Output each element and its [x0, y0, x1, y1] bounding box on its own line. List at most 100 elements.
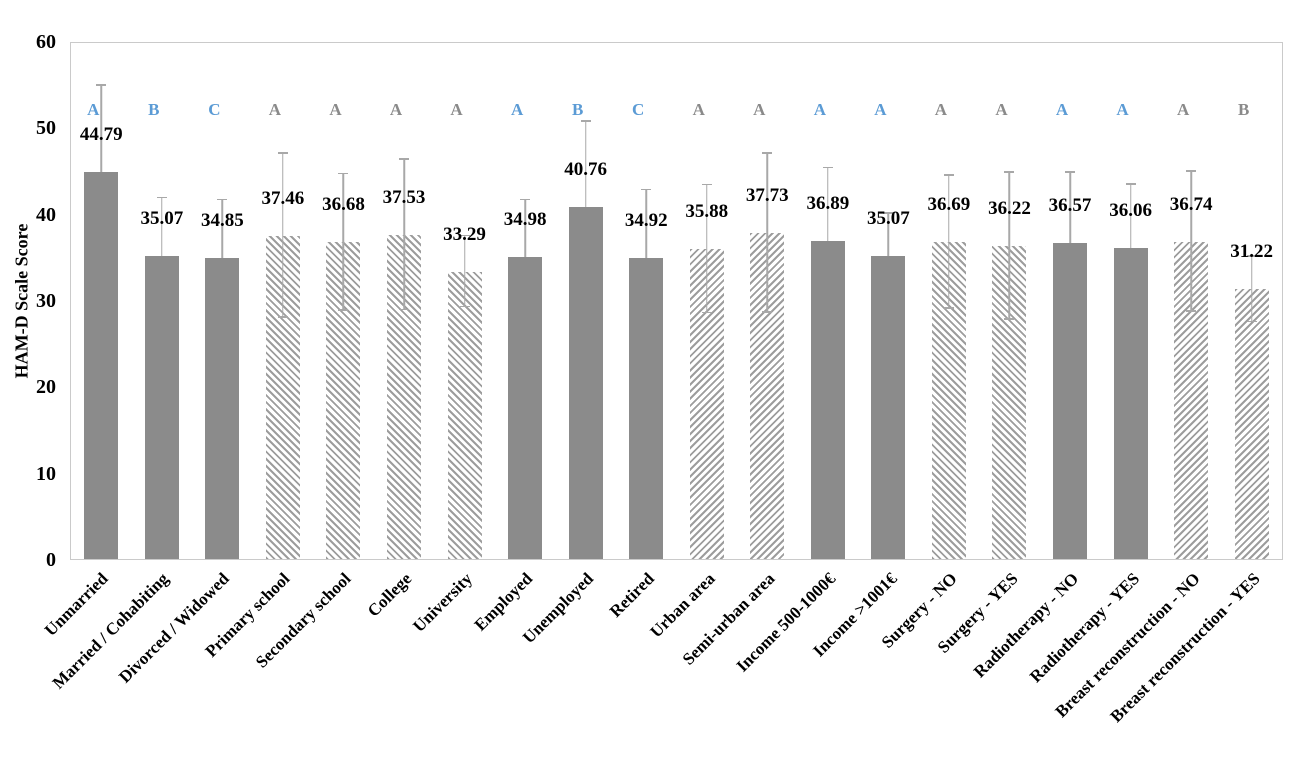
bar	[810, 240, 845, 559]
x-axis-category-label: University	[408, 569, 476, 636]
significance-letter: A	[753, 100, 766, 119]
error-bar-top-cap	[520, 198, 531, 201]
x-axis-category-label: Retired	[605, 569, 658, 621]
error-bar-top-cap	[1004, 171, 1015, 173]
error-bar-top-cap	[883, 212, 894, 214]
value-label: 36.06	[1109, 199, 1152, 221]
error-bar-bottom-cap	[701, 311, 712, 314]
error-bar-line	[887, 213, 890, 257]
error-bar-bottom-cap	[1186, 310, 1197, 312]
significance-letter: A	[87, 100, 100, 119]
category-slot: 40.76 B	[555, 43, 616, 559]
value-label: 34.98	[503, 209, 547, 231]
y-tick-label: 20	[36, 376, 56, 399]
significance-letter: A	[692, 100, 705, 119]
error-bar-top-cap	[1125, 183, 1136, 185]
category-slot: 36.74 A	[1161, 43, 1222, 559]
bar	[144, 256, 179, 559]
significance-letter: A	[450, 100, 463, 119]
error-bar-line	[584, 121, 587, 208]
bars-container: 44.79 A 35.07 B 34.85 C 37.46 A 36.68 A 37.53 A 33.2…	[71, 43, 1282, 559]
category-slot: 33.29 A	[434, 43, 495, 559]
y-tick-label: 40	[36, 203, 56, 226]
category-slot: 34.98 A	[495, 43, 556, 559]
value-label: 36.74	[1169, 193, 1213, 215]
significance-letter: C	[208, 100, 221, 119]
error-bar-top-cap	[156, 196, 167, 199]
significance-letter: A	[934, 100, 948, 119]
significance-letter: A	[329, 100, 342, 119]
error-bar-line	[645, 190, 647, 258]
error-bar-line	[282, 153, 284, 318]
error-bar-top-cap	[943, 174, 954, 176]
value-label: 34.85	[200, 210, 244, 232]
error-bar-line	[705, 185, 708, 314]
category-slot: 35.07 A	[858, 43, 919, 559]
category-slot: 36.06 A	[1100, 43, 1161, 559]
category-slot: 36.57 A	[1040, 43, 1101, 559]
y-tick-label: 0	[46, 549, 56, 571]
value-label: 35.07	[867, 208, 910, 230]
category-slot: 36.89 A	[798, 43, 859, 559]
x-axis-labels: Unmarried Married / Cohabiting Divorced / …	[41, 566, 1283, 769]
bar	[1053, 243, 1088, 559]
bar	[629, 257, 664, 559]
significance-letter: A	[510, 100, 524, 119]
value-label: 33.29	[443, 223, 486, 245]
error-bar-bottom-cap	[762, 311, 773, 313]
error-bar-top-cap	[1186, 170, 1197, 172]
y-tick-label: 30	[36, 290, 56, 312]
bar	[871, 256, 906, 559]
error-bar-line	[1129, 184, 1132, 248]
significance-letter: A	[1055, 100, 1069, 119]
value-label: 31.22	[1230, 241, 1274, 263]
significance-letter: C	[632, 100, 645, 119]
error-bar-top-cap	[338, 172, 349, 175]
plot-area: 44.79 A 35.07 B 34.85 C 37.46 A 36.68 A 37.53 A 33.2…	[70, 42, 1283, 560]
category-slot: 34.92 C	[616, 43, 677, 559]
error-bar-line	[827, 168, 829, 241]
error-bar-bottom-cap	[399, 308, 409, 311]
category-slot: 35.88 A	[676, 43, 737, 559]
value-label: 35.88	[685, 201, 729, 223]
bar	[508, 257, 543, 559]
y-tick-label: 10	[36, 462, 56, 485]
error-bar-bottom-cap	[1246, 320, 1257, 323]
value-label: 44.79	[79, 124, 123, 146]
error-bar-bottom-cap	[277, 316, 288, 318]
error-bar-line	[161, 198, 163, 257]
value-label: 35.07	[140, 208, 184, 230]
value-label: 40.76	[564, 159, 608, 181]
bar	[84, 172, 119, 559]
error-bar-bottom-cap	[338, 309, 349, 311]
x-axis-category-label: Radiotherapy - YES	[1025, 569, 1143, 687]
bar	[447, 271, 482, 559]
error-bar-top-cap	[399, 158, 409, 160]
error-bar-top-cap	[1065, 171, 1076, 173]
error-bar-line	[1190, 171, 1192, 312]
x-axis-category-label: Married / Cohabiting	[48, 569, 173, 693]
category-slot: 34.85 C	[192, 43, 253, 559]
error-bar-top-cap	[96, 84, 107, 86]
value-label: 36.57	[1048, 195, 1092, 217]
category-slot: 36.22 A	[979, 43, 1040, 559]
significance-letter: B	[1237, 100, 1250, 119]
x-axis-category-label: Divorced / Widowed	[115, 569, 234, 687]
error-bar-line	[1250, 256, 1253, 323]
value-label: 36.68	[322, 194, 365, 216]
value-label: 37.46	[261, 187, 305, 209]
value-label: 34.92	[624, 209, 668, 231]
significance-letter: A	[268, 100, 282, 119]
bar	[1113, 247, 1148, 559]
error-bar-line	[342, 174, 345, 311]
error-bar-line	[1069, 172, 1071, 244]
error-bar-top-cap	[1246, 255, 1257, 257]
value-label: 37.73	[745, 185, 789, 207]
category-slot: 31.22 B	[1221, 43, 1282, 559]
value-label: 36.22	[988, 198, 1031, 220]
error-bar-line	[948, 175, 950, 309]
x-axis-category-label: Radiotherapy - NO	[969, 569, 1083, 682]
error-bar-line	[1008, 172, 1011, 320]
category-slot: 35.07 B	[132, 43, 193, 559]
significance-letter: B	[571, 100, 584, 119]
